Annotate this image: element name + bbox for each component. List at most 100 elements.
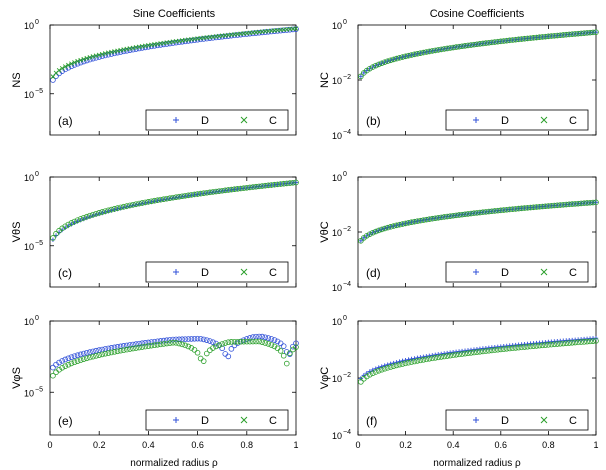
- data-point-C: [405, 220, 412, 226]
- data-point-C: [265, 341, 272, 347]
- data-point-C: [539, 342, 546, 349]
- data-point-D: [400, 221, 405, 227]
- data-point-C: [506, 206, 513, 213]
- y-tick-exponent: 0: [35, 171, 39, 178]
- data-point-C: [160, 341, 167, 347]
- data-point-C: [80, 356, 87, 362]
- data-point-C: [533, 204, 540, 210]
- data-point-D: [200, 336, 207, 343]
- data-point-C: [93, 353, 99, 359]
- data-point-D: [358, 238, 364, 244]
- data-point-C: [551, 32, 558, 39]
- data-point-C: [411, 51, 418, 58]
- data-point-D: [373, 63, 378, 68]
- data-point-C: [50, 372, 56, 379]
- y-tick-exponent: −4: [343, 129, 351, 136]
- data-point-D: [391, 360, 396, 366]
- data-point-C: [253, 338, 259, 345]
- data-point-C: [456, 351, 462, 358]
- data-point-C: [527, 343, 534, 350]
- data-point-C: [483, 348, 489, 354]
- data-point-C: [123, 346, 130, 353]
- data-point-D: [361, 70, 367, 76]
- y-tick-label: 10: [332, 283, 342, 293]
- data-point-C: [90, 211, 96, 218]
- data-point-C: [417, 357, 424, 364]
- data-point-C: [111, 349, 118, 355]
- data-point-D: [427, 353, 432, 358]
- y-tick-label: 10: [24, 388, 34, 398]
- data-point-C: [167, 340, 173, 346]
- data-point-D: [406, 53, 411, 58]
- y-axis-label: VφS: [11, 367, 23, 389]
- data-point-C: [396, 221, 403, 228]
- data-point-C: [512, 345, 519, 351]
- data-point-C: [447, 213, 453, 219]
- data-point-C: [372, 369, 379, 375]
- data-point-C: [500, 207, 507, 213]
- data-point-C: [375, 61, 382, 68]
- data-point-C: [160, 196, 167, 202]
- y-tick-label: 10: [332, 76, 342, 86]
- data-point-C: [139, 344, 145, 350]
- x-tick-label: 0.2: [93, 440, 106, 450]
- data-point-D: [424, 49, 429, 55]
- data-point-C: [441, 214, 447, 220]
- data-point-C: [444, 353, 450, 359]
- data-point-C: [369, 229, 376, 236]
- data-point-D: [400, 358, 405, 364]
- data-point-C: [237, 185, 244, 192]
- data-point-C: [390, 56, 397, 63]
- data-point-C: [536, 34, 543, 41]
- data-point-C: [93, 210, 99, 217]
- data-point-D: [87, 349, 93, 355]
- data-point-D: [436, 47, 441, 53]
- legend-label-C: C: [269, 267, 277, 279]
- data-point-C: [240, 338, 247, 345]
- data-point-C: [497, 346, 504, 353]
- data-point-C: [210, 345, 216, 351]
- legend-marker-D: [173, 117, 179, 123]
- data-point-D: [213, 340, 219, 347]
- data-point-D: [593, 29, 599, 35]
- data-point-C: [468, 42, 474, 48]
- data-point-D: [403, 221, 408, 226]
- data-point-C: [444, 213, 450, 220]
- legend-box: [145, 109, 289, 131]
- data-point-C: [575, 339, 581, 346]
- data-point-D: [277, 340, 284, 347]
- data-point-D: [219, 345, 225, 352]
- data-point-C: [108, 349, 115, 356]
- data-point-C: [524, 204, 531, 211]
- data-point-D: [265, 335, 272, 341]
- data-point-C: [584, 200, 590, 206]
- data-point-C: [173, 340, 179, 346]
- data-point-D: [71, 353, 78, 359]
- data-point-C: [432, 215, 439, 222]
- data-point-C: [74, 358, 81, 364]
- data-point-C: [551, 341, 558, 348]
- data-point-C: [462, 211, 468, 218]
- column-title-sine: Sine Coefficients: [133, 8, 216, 20]
- data-point-D: [127, 342, 133, 348]
- data-point-C: [551, 202, 558, 209]
- data-point-C: [163, 195, 170, 202]
- data-point-D: [176, 194, 182, 200]
- data-point-C: [50, 74, 56, 79]
- data-point-D: [400, 54, 405, 60]
- column-title-cosine: Cosine Coefficients: [430, 8, 525, 20]
- data-point-C: [222, 340, 229, 346]
- data-point-C: [405, 52, 412, 59]
- data-point-C: [444, 45, 450, 52]
- data-point-D: [373, 229, 378, 234]
- data-point-C: [447, 352, 453, 359]
- data-point-C: [369, 64, 376, 70]
- panel-label: (d): [366, 266, 381, 280]
- data-point-C: [102, 350, 109, 357]
- y-tick-exponent: 0: [343, 315, 347, 322]
- data-point-D: [418, 218, 423, 223]
- data-point-C: [133, 201, 139, 207]
- data-point-C: [468, 210, 474, 217]
- data-point-C: [593, 338, 599, 344]
